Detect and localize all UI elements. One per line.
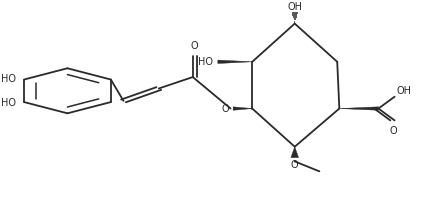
Text: O: O [221, 104, 229, 113]
Text: O: O [390, 126, 397, 136]
Text: OH: OH [396, 86, 411, 96]
Text: HO: HO [0, 74, 15, 84]
Polygon shape [339, 107, 378, 110]
Polygon shape [233, 107, 252, 110]
Text: HO: HO [0, 98, 15, 108]
Polygon shape [291, 147, 298, 158]
Polygon shape [218, 60, 252, 64]
Text: OH: OH [287, 2, 302, 12]
Text: O: O [291, 160, 298, 170]
Text: O: O [190, 41, 198, 51]
Text: HO: HO [198, 57, 213, 67]
